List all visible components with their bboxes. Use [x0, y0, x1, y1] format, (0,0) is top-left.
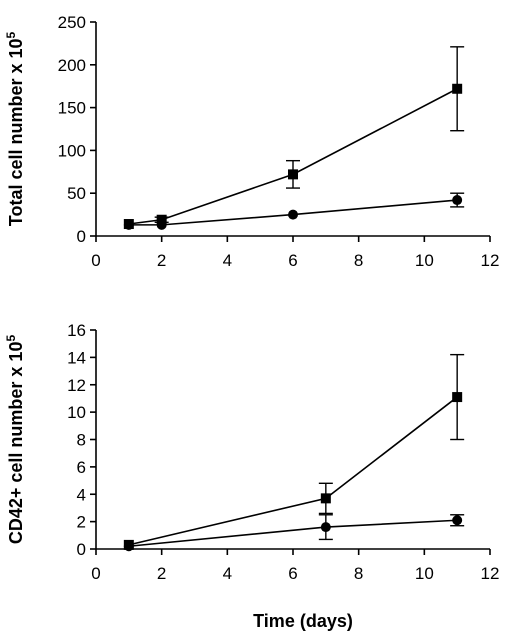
chart-axes: 0 2 4 6 8 10 12 14 16 0 2 4 6 8 10 12 — [67, 321, 499, 583]
chart-marks — [123, 46, 465, 230]
data-point-circle — [123, 219, 134, 230]
data-point-square — [320, 493, 331, 504]
y-tick-label: 16 — [67, 321, 86, 340]
data-point-circle — [156, 219, 167, 230]
data-point-square — [156, 214, 167, 225]
x-tick-label: 6 — [288, 251, 297, 270]
y-tick-label: 8 — [77, 431, 86, 450]
data-point-circle — [452, 515, 463, 526]
y-tick-label: 14 — [67, 348, 86, 367]
y-tick-label: 50 — [67, 184, 86, 203]
x-tick-label: 0 — [91, 251, 100, 270]
chart-cd42-cell-number: 0 2 4 6 8 10 12 14 16 0 2 4 6 8 10 12 CD42+ cell number… — [4, 321, 499, 631]
x-tick-label: 2 — [157, 251, 166, 270]
x-tick-label: 6 — [288, 564, 297, 583]
series-line-circle — [128, 199, 458, 226]
chart-marks — [123, 353, 465, 552]
chart-axes: 0 50 100 150 200 250 0 2 4 6 8 10 12 — [58, 13, 500, 270]
x-tick-label: 12 — [481, 251, 500, 270]
data-point-square — [452, 392, 463, 403]
x-tick-label: 0 — [91, 564, 100, 583]
chart-total-cell-number: 0 50 100 150 200 250 0 2 4 6 8 10 12 Total cell numb… — [4, 13, 499, 270]
data-point-circle — [288, 209, 298, 220]
data-point-circle — [452, 195, 463, 206]
y-tick-label: 10 — [67, 403, 86, 422]
data-point-circle — [320, 522, 331, 533]
y-tick-label: 0 — [77, 227, 86, 246]
x-tick-label: 10 — [415, 564, 434, 583]
x-tick-label: 10 — [415, 251, 434, 270]
y-tick-label: 0 — [77, 540, 86, 559]
y-tick-label: 250 — [58, 13, 86, 32]
y-tick-label: 100 — [58, 141, 86, 160]
x-axis-title: Time (days) — [253, 611, 353, 631]
x-tick-label: 4 — [223, 564, 232, 583]
x-tick-label: 12 — [481, 564, 500, 583]
data-point-square — [288, 169, 298, 180]
x-tick-label: 8 — [354, 564, 363, 583]
series-line-square — [128, 88, 458, 225]
x-tick-label: 8 — [354, 251, 363, 270]
y-tick-label: 2 — [77, 513, 86, 532]
x-tick-label: 2 — [157, 564, 166, 583]
y-tick-label: 200 — [58, 56, 86, 75]
y-tick-label: 150 — [58, 99, 86, 118]
y-tick-label: 6 — [77, 458, 86, 477]
y-axis-title: CD42+ cell number x 105 — [4, 335, 26, 545]
x-tick-label: 4 — [223, 251, 232, 270]
y-tick-label: 4 — [77, 485, 86, 504]
y-tick-label: 12 — [67, 376, 86, 395]
data-point-square — [452, 83, 463, 94]
y-axis-title: Total cell number x 105 — [4, 31, 26, 226]
